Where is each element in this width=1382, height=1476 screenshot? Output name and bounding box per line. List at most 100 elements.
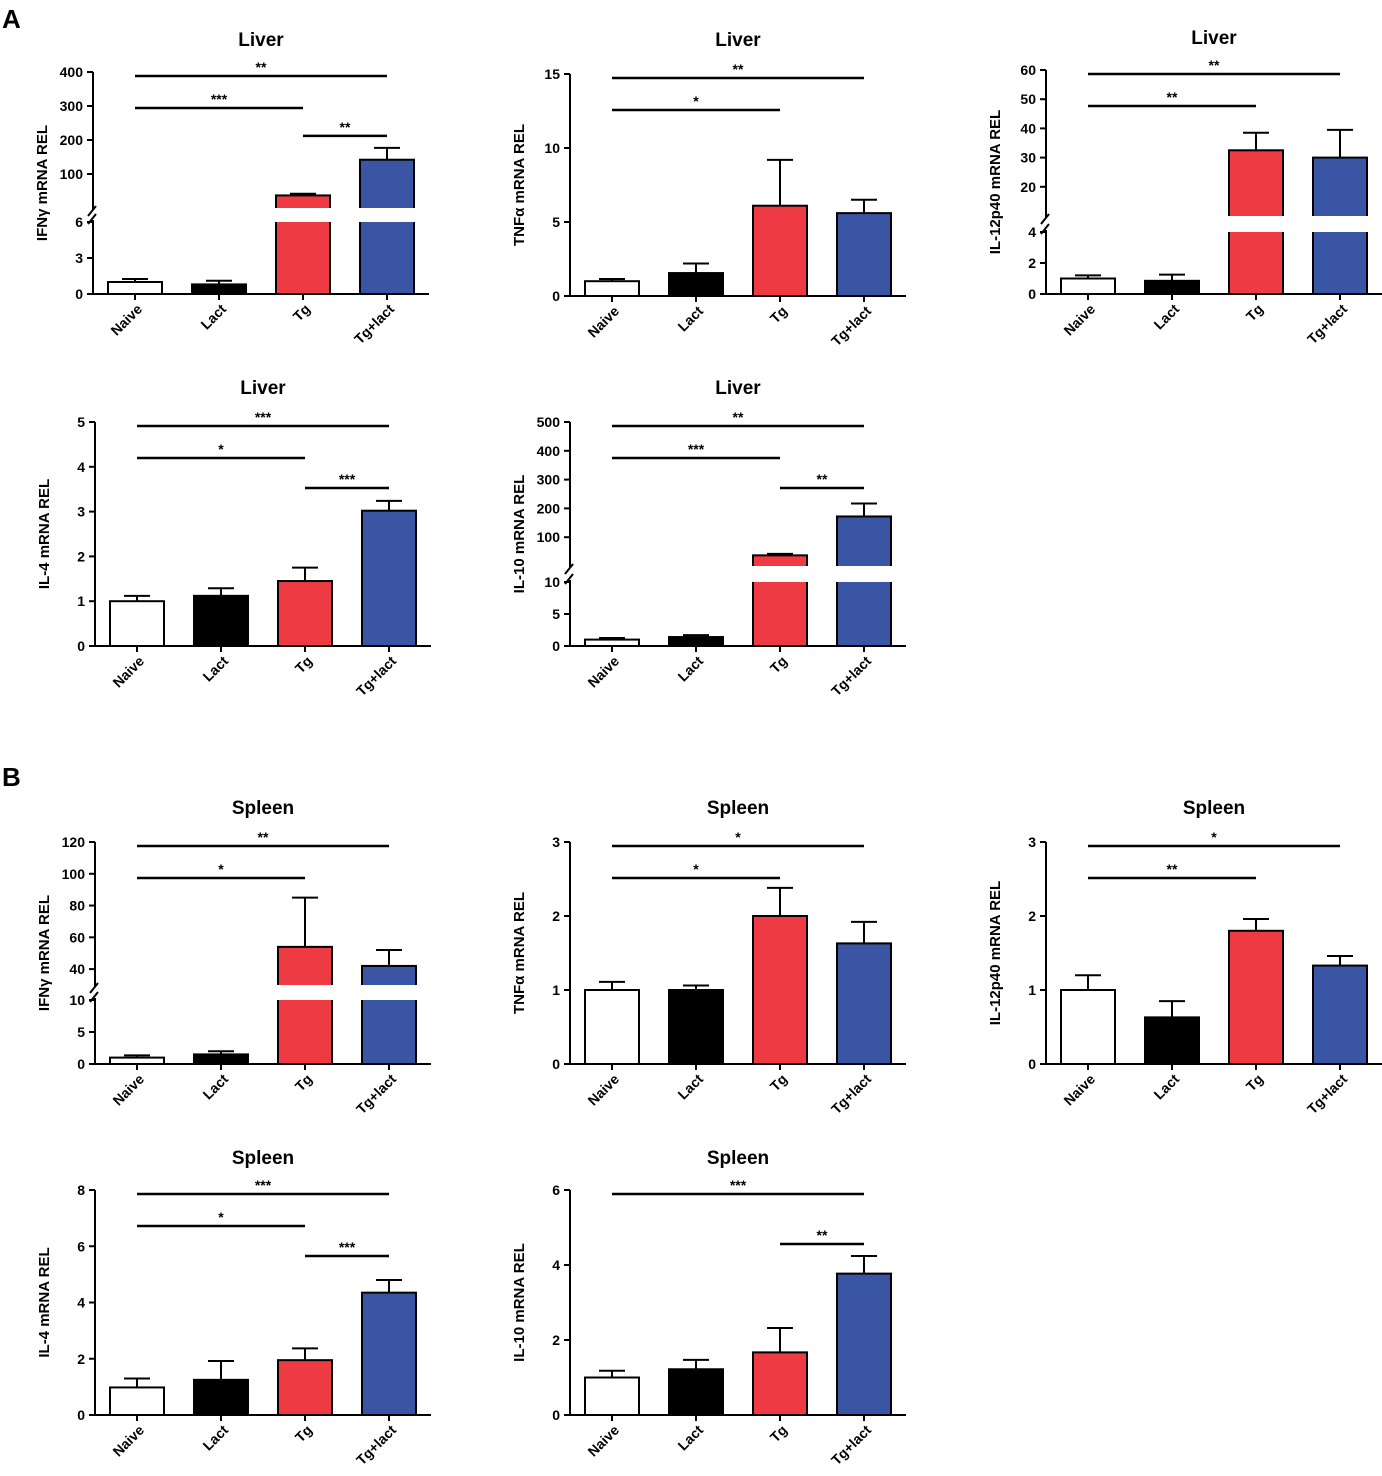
category-label: Tg [767,1071,790,1094]
y-tick-label: 0 [77,1407,85,1423]
axis-break-mark [89,982,99,994]
y-tick-label: 4 [552,1257,560,1273]
bar-naive [109,1386,165,1416]
y-tick-label: 6 [77,1238,85,1254]
chart-title: Liver [715,378,761,399]
y-tick-label: 6 [552,1182,560,1198]
significance-label: ** [1209,57,1220,73]
category-label: Naive [109,1071,147,1109]
significance-label: * [218,1209,224,1225]
bar-tg-lact [359,158,415,295]
y-tick-label: 2 [552,1332,560,1348]
axis-break-mark [87,205,97,217]
significance-label: * [693,861,699,877]
category-label: Lact [199,1071,231,1103]
y-tick-label: 100 [62,866,86,882]
significance-label: * [218,861,224,877]
chart-title: Spleen [707,798,769,819]
y-tick-label: 30 [1020,150,1036,166]
chart-2: Liver TNFα mRNA REL 0 5 10 15 Naive Lact Tg Tg+la… [511,30,906,349]
y-tick-label: 200 [60,132,84,148]
significance-label: ** [1167,89,1178,105]
significance-label: ** [256,59,267,75]
y-tick-label: 2 [77,548,85,564]
chart-title: Spleen [232,798,294,819]
y-tick-label: 0 [77,1056,85,1072]
chart-title: Liver [238,30,284,51]
bar-tg [277,580,333,647]
bar-break-gap [274,208,332,222]
y-tick-label: 2 [552,908,560,924]
category-label: Tg [1243,1071,1266,1094]
y-tick-label: 40 [1020,120,1036,136]
y-tick-label: 200 [537,500,561,516]
bar-lact [668,1368,724,1416]
y-tick-label: 0 [552,1407,560,1423]
category-label: Tg [292,1422,315,1445]
significance-label: * [1211,829,1217,845]
category-label: Tg [292,1071,315,1094]
category-label: Lact [199,653,231,685]
bar-break-gap [835,566,893,582]
significance-label: ** [817,1227,828,1243]
category-label: Lact [674,1071,706,1103]
y-tick-label: 3 [75,250,83,266]
y-tick-label: 0 [552,1056,560,1072]
chart-6: Spleen IFNγ mRNA REL 0 5 10 40 60 80 100 120 Naive… [36,798,431,1117]
y-axis-label: IL-4 mRNA REL [36,479,53,589]
bar-break-gap [358,208,416,222]
category-label: Lact [197,301,229,333]
bar-naive [584,638,640,647]
y-tick-label: 0 [77,638,85,654]
chart-8: Spleen IL-12p40 mRNA REL 0 1 2 3 Naive Lact Tg Tg… [987,798,1382,1117]
category-label: Naive [107,301,145,339]
chart-9: Spleen IL-4 mRNA REL 0 2 4 6 8 Naive Lact Tg Tg+la… [36,1148,431,1468]
significance-label: * [735,829,741,845]
significance-label: *** [255,1177,272,1193]
bar-tg [752,204,808,297]
significance-label: *** [255,409,272,425]
bar-break-gap [360,985,418,1000]
chart-title: Spleen [1183,798,1245,819]
y-tick-label: 3 [552,834,560,850]
chart-4: Liver IL-4 mRNA REL 0 1 2 3 4 5 Naive Lact Tg Tg+la… [36,378,431,699]
category-label: Tg+lact [828,1071,874,1117]
category-label: Tg+lact [828,1422,874,1468]
category-label: Naive [584,653,622,691]
category-label: Lact [1150,301,1182,333]
bar-tg [752,1351,808,1416]
y-tick-label: 60 [1020,62,1036,78]
y-tick-label: 8 [77,1182,85,1198]
category-label: Tg [1243,301,1266,324]
y-tick-label: 50 [1020,91,1036,107]
y-tick-label: 0 [552,288,560,304]
y-tick-label: 400 [537,443,561,459]
y-axis-label: TNFα mRNA REL [511,892,528,1014]
bar-tg-lact [361,1291,417,1416]
y-tick-label: 100 [537,529,561,545]
category-label: Tg [767,653,790,676]
bar-tg [277,1359,333,1416]
bar-tg-lact [836,942,892,1066]
category-label: Naive [1060,1071,1098,1109]
bar-lact [1144,279,1200,296]
y-tick-label: 80 [69,898,85,914]
y-tick-label: 500 [537,414,561,430]
y-axis-label: TNFα mRNA REL [511,124,528,246]
chart-10: Spleen IL-10 mRNA REL 0 2 4 6 Naive Lact Tg Tg+la… [511,1148,906,1468]
bar-lact [668,272,724,297]
bar-naive [107,281,163,295]
y-tick-label: 40 [69,961,85,977]
bar-break-gap [276,985,334,1000]
chart-3: Liver IL-12p40 mRNA REL 0 2 4 20 30 40 50 60 Naive… [987,28,1382,347]
y-tick-label: 10 [69,992,85,1008]
bar-lact [193,1053,249,1066]
chart-title: Spleen [707,1148,769,1169]
bar-naive [109,1056,165,1065]
significance-label: ** [258,829,269,845]
y-tick-label: 15 [544,66,560,82]
category-label: Naive [109,653,147,691]
category-label: Tg+lact [828,653,874,699]
significance-label: *** [730,1177,747,1193]
category-label: Tg+lact [353,653,399,699]
